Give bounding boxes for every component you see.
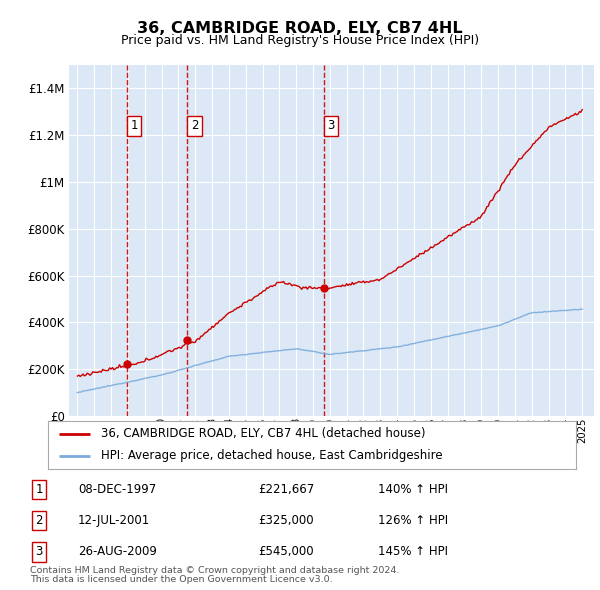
- Text: 36, CAMBRIDGE ROAD, ELY, CB7 4HL: 36, CAMBRIDGE ROAD, ELY, CB7 4HL: [137, 21, 463, 35]
- Text: 2: 2: [35, 514, 43, 527]
- Text: 08-DEC-1997: 08-DEC-1997: [78, 483, 156, 496]
- Text: £221,667: £221,667: [258, 483, 314, 496]
- Text: 36, CAMBRIDGE ROAD, ELY, CB7 4HL (detached house): 36, CAMBRIDGE ROAD, ELY, CB7 4HL (detach…: [101, 427, 425, 440]
- Text: Price paid vs. HM Land Registry's House Price Index (HPI): Price paid vs. HM Land Registry's House …: [121, 34, 479, 47]
- Text: HPI: Average price, detached house, East Cambridgeshire: HPI: Average price, detached house, East…: [101, 450, 442, 463]
- Text: 1: 1: [130, 119, 138, 132]
- Text: 3: 3: [35, 545, 43, 559]
- Text: 12-JUL-2001: 12-JUL-2001: [78, 514, 150, 527]
- Text: 145% ↑ HPI: 145% ↑ HPI: [378, 545, 448, 559]
- Text: £545,000: £545,000: [258, 545, 314, 559]
- Text: 2: 2: [191, 119, 199, 132]
- Text: Contains HM Land Registry data © Crown copyright and database right 2024.: Contains HM Land Registry data © Crown c…: [30, 566, 400, 575]
- Text: 140% ↑ HPI: 140% ↑ HPI: [378, 483, 448, 496]
- Text: 3: 3: [327, 119, 335, 132]
- Text: 126% ↑ HPI: 126% ↑ HPI: [378, 514, 448, 527]
- Text: £325,000: £325,000: [258, 514, 314, 527]
- Text: This data is licensed under the Open Government Licence v3.0.: This data is licensed under the Open Gov…: [30, 575, 332, 584]
- Text: 26-AUG-2009: 26-AUG-2009: [78, 545, 157, 559]
- Text: 1: 1: [35, 483, 43, 496]
